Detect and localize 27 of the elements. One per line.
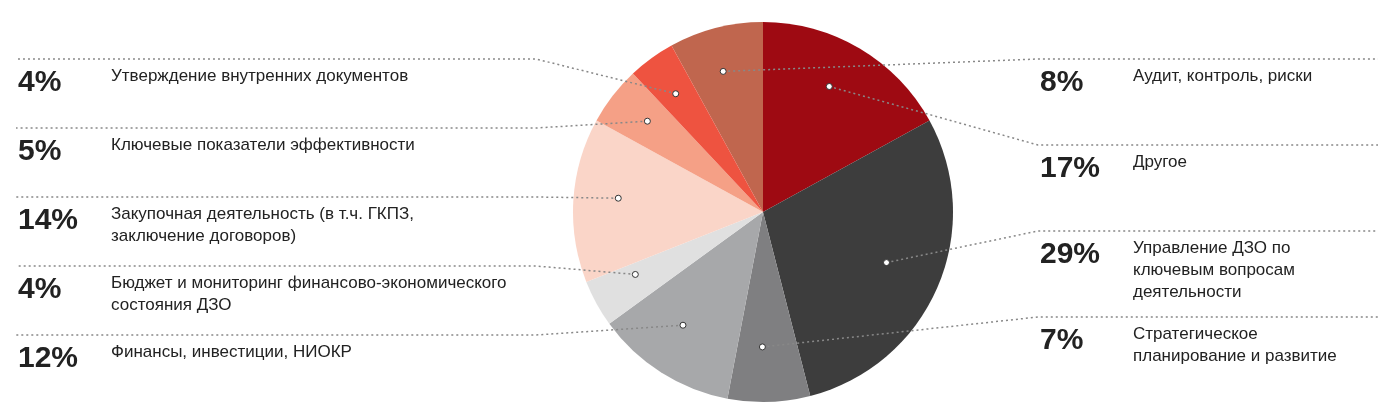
pie-slice xyxy=(727,212,811,402)
data-label: 4% xyxy=(18,271,62,304)
pie-slice xyxy=(671,22,763,212)
slice-label: Стратегическое планирование и развитие xyxy=(1133,324,1337,365)
data-label: 17% xyxy=(1040,150,1101,183)
pie-slice xyxy=(586,212,763,324)
data-label: 4% xyxy=(18,64,62,97)
pie-slice xyxy=(573,120,763,282)
pie-slice xyxy=(596,73,763,212)
slice-label: Аудит, контроль, риски xyxy=(1133,66,1313,85)
pie-slice xyxy=(609,212,763,399)
data-label: 29% xyxy=(1040,236,1101,269)
slice-label: Другое xyxy=(1133,152,1188,171)
pie-slice xyxy=(763,120,953,397)
slice-label: Бюджет и мониторинг финансово-экономического состояния ДЗО xyxy=(111,273,512,314)
slice-label: Ключевые показатели эффективности xyxy=(111,135,415,154)
slice-label: Закупочная деятельность (в т.ч. ГКПЗ, заключение договоров) xyxy=(111,204,419,245)
slice-label: Финансы, инвестиции, НИОКР xyxy=(111,342,352,361)
slice-label: Утверждение внутренних документов xyxy=(111,66,409,85)
slice-label: Управление ДЗО по ключевым вопросам деятельности xyxy=(1133,238,1300,301)
pie-slice xyxy=(632,45,763,212)
data-label: 7% xyxy=(1040,322,1084,355)
data-label: 12% xyxy=(18,340,79,373)
data-label: 14% xyxy=(18,202,79,235)
data-label: 5% xyxy=(18,133,62,166)
data-label: 8% xyxy=(1040,64,1084,97)
pie-slice xyxy=(763,22,930,212)
